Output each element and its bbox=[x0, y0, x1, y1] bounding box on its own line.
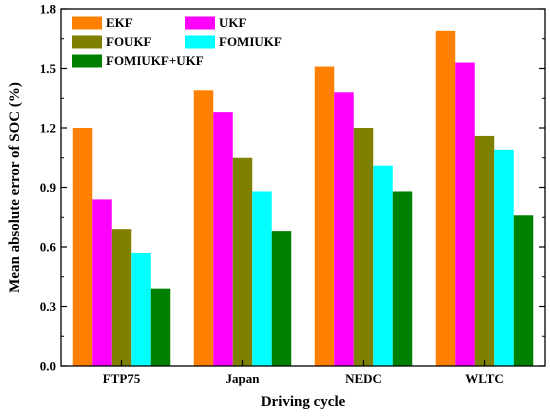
bar-ukf-ftp75 bbox=[92, 199, 112, 366]
bar-fomiukf-ukf-wltc bbox=[513, 215, 534, 366]
y-tick-label: 0.9 bbox=[40, 180, 57, 195]
bar-foukf-japan bbox=[232, 157, 253, 366]
bar-foukf-nedc bbox=[353, 128, 374, 366]
bar-foukf-wltc bbox=[474, 135, 495, 366]
y-tick-label: 0.6 bbox=[40, 240, 57, 255]
legend-label-fomiukf: FOMIUKF bbox=[219, 34, 282, 49]
legend-swatch-ukf bbox=[185, 16, 215, 30]
axes-group: 0.0 0.3 0.6 0.9 1.2 1.5 1.8 FTP75 Japan NEDC WLTC bbox=[40, 2, 545, 386]
bar-ekf-japan bbox=[193, 90, 214, 367]
bar-fomiukf-japan bbox=[252, 191, 272, 366]
y-tick-label: 0.3 bbox=[40, 299, 57, 314]
legend-swatch-foukf bbox=[72, 35, 102, 49]
legend-swatch-ekf bbox=[72, 16, 102, 30]
legend-label-ekf: EKF bbox=[106, 15, 133, 30]
y-tick-label: 1.5 bbox=[40, 61, 57, 76]
bar-ekf-nedc bbox=[314, 66, 335, 367]
bar-fomiukf-nedc bbox=[373, 165, 393, 366]
y-tick-label: 0.0 bbox=[40, 359, 56, 374]
bars-group bbox=[72, 30, 534, 367]
x-tick-label: Japan bbox=[226, 371, 261, 386]
bar-fomiukf-wltc bbox=[494, 149, 514, 366]
y-tick-label: 1.2 bbox=[40, 121, 56, 136]
legend-swatch-fomiukf bbox=[185, 35, 215, 49]
legend-swatch-fomiukf-ukf bbox=[72, 54, 102, 68]
bar-fomiukf-ukf-ftp75 bbox=[150, 288, 171, 366]
bar-ekf-wltc bbox=[435, 30, 456, 367]
y-tick-label: 1.8 bbox=[40, 2, 57, 17]
bar-fomiukf-ukf-nedc bbox=[392, 191, 413, 366]
legend-label-fomiukf-ukf: FOMIUKF+UKF bbox=[106, 53, 204, 68]
x-tick-label: FTP75 bbox=[103, 371, 141, 386]
bar-ukf-wltc bbox=[455, 62, 475, 367]
y-axis-label: Mean absolute error of SOC (%) bbox=[7, 82, 23, 293]
x-tick-label: NEDC bbox=[345, 371, 382, 386]
legend: EKF UKF FOUKF FOMIUKF FOMIUKF+UKF bbox=[72, 15, 282, 68]
legend-label-ukf: UKF bbox=[219, 15, 247, 30]
bar-ukf-nedc bbox=[334, 92, 354, 367]
bar-fomiukf-ukf-japan bbox=[271, 231, 292, 366]
bar-foukf-ftp75 bbox=[111, 229, 132, 366]
x-axis-label: Driving cycle bbox=[261, 394, 346, 410]
legend-label-foukf: FOUKF bbox=[106, 34, 152, 49]
bar-ukf-japan bbox=[213, 112, 233, 366]
bar-ekf-ftp75 bbox=[72, 128, 93, 366]
x-tick-label: WLTC bbox=[465, 371, 504, 386]
bar-fomiukf-ftp75 bbox=[131, 252, 151, 366]
